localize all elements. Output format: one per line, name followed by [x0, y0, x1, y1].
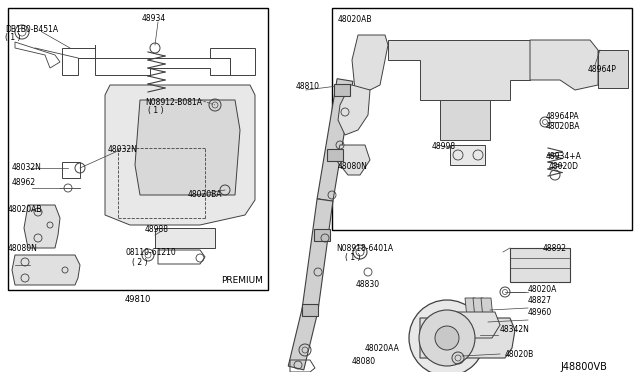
Polygon shape — [155, 228, 215, 248]
Polygon shape — [334, 84, 350, 96]
Text: 48934+A: 48934+A — [546, 152, 582, 161]
Bar — [8, 8, 268, 290]
Circle shape — [435, 326, 459, 350]
Text: 48830: 48830 — [356, 280, 380, 289]
Polygon shape — [455, 312, 500, 338]
Text: 48934: 48934 — [142, 14, 166, 23]
Text: 08110-61210: 08110-61210 — [125, 248, 176, 257]
Text: N08912-B081A: N08912-B081A — [145, 98, 202, 107]
Polygon shape — [336, 145, 370, 175]
Text: 48020AB: 48020AB — [338, 15, 372, 24]
Text: 48342N: 48342N — [500, 325, 530, 334]
Text: ( 1 ): ( 1 ) — [5, 33, 20, 42]
Bar — [332, 8, 632, 230]
Text: 48020BA: 48020BA — [546, 122, 580, 131]
Polygon shape — [314, 229, 330, 241]
Polygon shape — [327, 149, 343, 161]
Text: 48080N: 48080N — [338, 162, 368, 171]
Text: PREMIUM: PREMIUM — [221, 276, 263, 285]
Text: 48020AB: 48020AB — [8, 205, 42, 214]
Text: 48080: 48080 — [352, 357, 376, 366]
Text: ( 1 ): ( 1 ) — [345, 253, 360, 262]
Text: 48960: 48960 — [528, 308, 552, 317]
Polygon shape — [450, 145, 485, 165]
Polygon shape — [338, 85, 370, 135]
Polygon shape — [530, 40, 598, 90]
Text: 48892: 48892 — [543, 244, 567, 253]
Text: 48827: 48827 — [528, 296, 552, 305]
Text: 48032N: 48032N — [108, 145, 138, 154]
Polygon shape — [12, 255, 80, 285]
Text: ( 1 ): ( 1 ) — [148, 106, 163, 115]
Text: ( 2 ): ( 2 ) — [132, 258, 147, 267]
Polygon shape — [473, 298, 485, 318]
Polygon shape — [317, 79, 353, 201]
Text: 48810: 48810 — [296, 82, 320, 91]
Text: 48020AA: 48020AA — [365, 344, 400, 353]
Text: 48964PA: 48964PA — [546, 112, 580, 121]
Polygon shape — [465, 298, 477, 318]
Circle shape — [409, 300, 485, 372]
Text: 48020A: 48020A — [528, 285, 557, 294]
Text: 48080N: 48080N — [8, 244, 38, 253]
Circle shape — [419, 310, 475, 366]
Text: J48800VB: J48800VB — [560, 362, 607, 372]
Text: 48988: 48988 — [145, 225, 169, 234]
Polygon shape — [388, 40, 530, 120]
Text: 48998: 48998 — [432, 142, 456, 151]
Polygon shape — [440, 100, 490, 140]
Text: 48032N: 48032N — [12, 163, 42, 172]
Polygon shape — [302, 304, 318, 316]
Text: N08918-6401A: N08918-6401A — [336, 244, 393, 253]
Polygon shape — [302, 199, 333, 311]
Polygon shape — [481, 298, 493, 318]
Text: 48964P: 48964P — [588, 65, 617, 74]
Polygon shape — [352, 35, 388, 90]
Polygon shape — [420, 318, 515, 358]
Text: 48020D: 48020D — [549, 162, 579, 171]
Text: DB1B0-B451A: DB1B0-B451A — [5, 25, 58, 34]
Polygon shape — [24, 205, 60, 248]
Text: 49810: 49810 — [125, 295, 151, 304]
Text: 48020BA: 48020BA — [188, 190, 223, 199]
Polygon shape — [105, 85, 255, 225]
Polygon shape — [288, 308, 318, 370]
Polygon shape — [598, 50, 628, 88]
Polygon shape — [510, 248, 570, 282]
Text: 48020B: 48020B — [505, 350, 534, 359]
Polygon shape — [135, 100, 240, 195]
Text: 48962: 48962 — [12, 178, 36, 187]
